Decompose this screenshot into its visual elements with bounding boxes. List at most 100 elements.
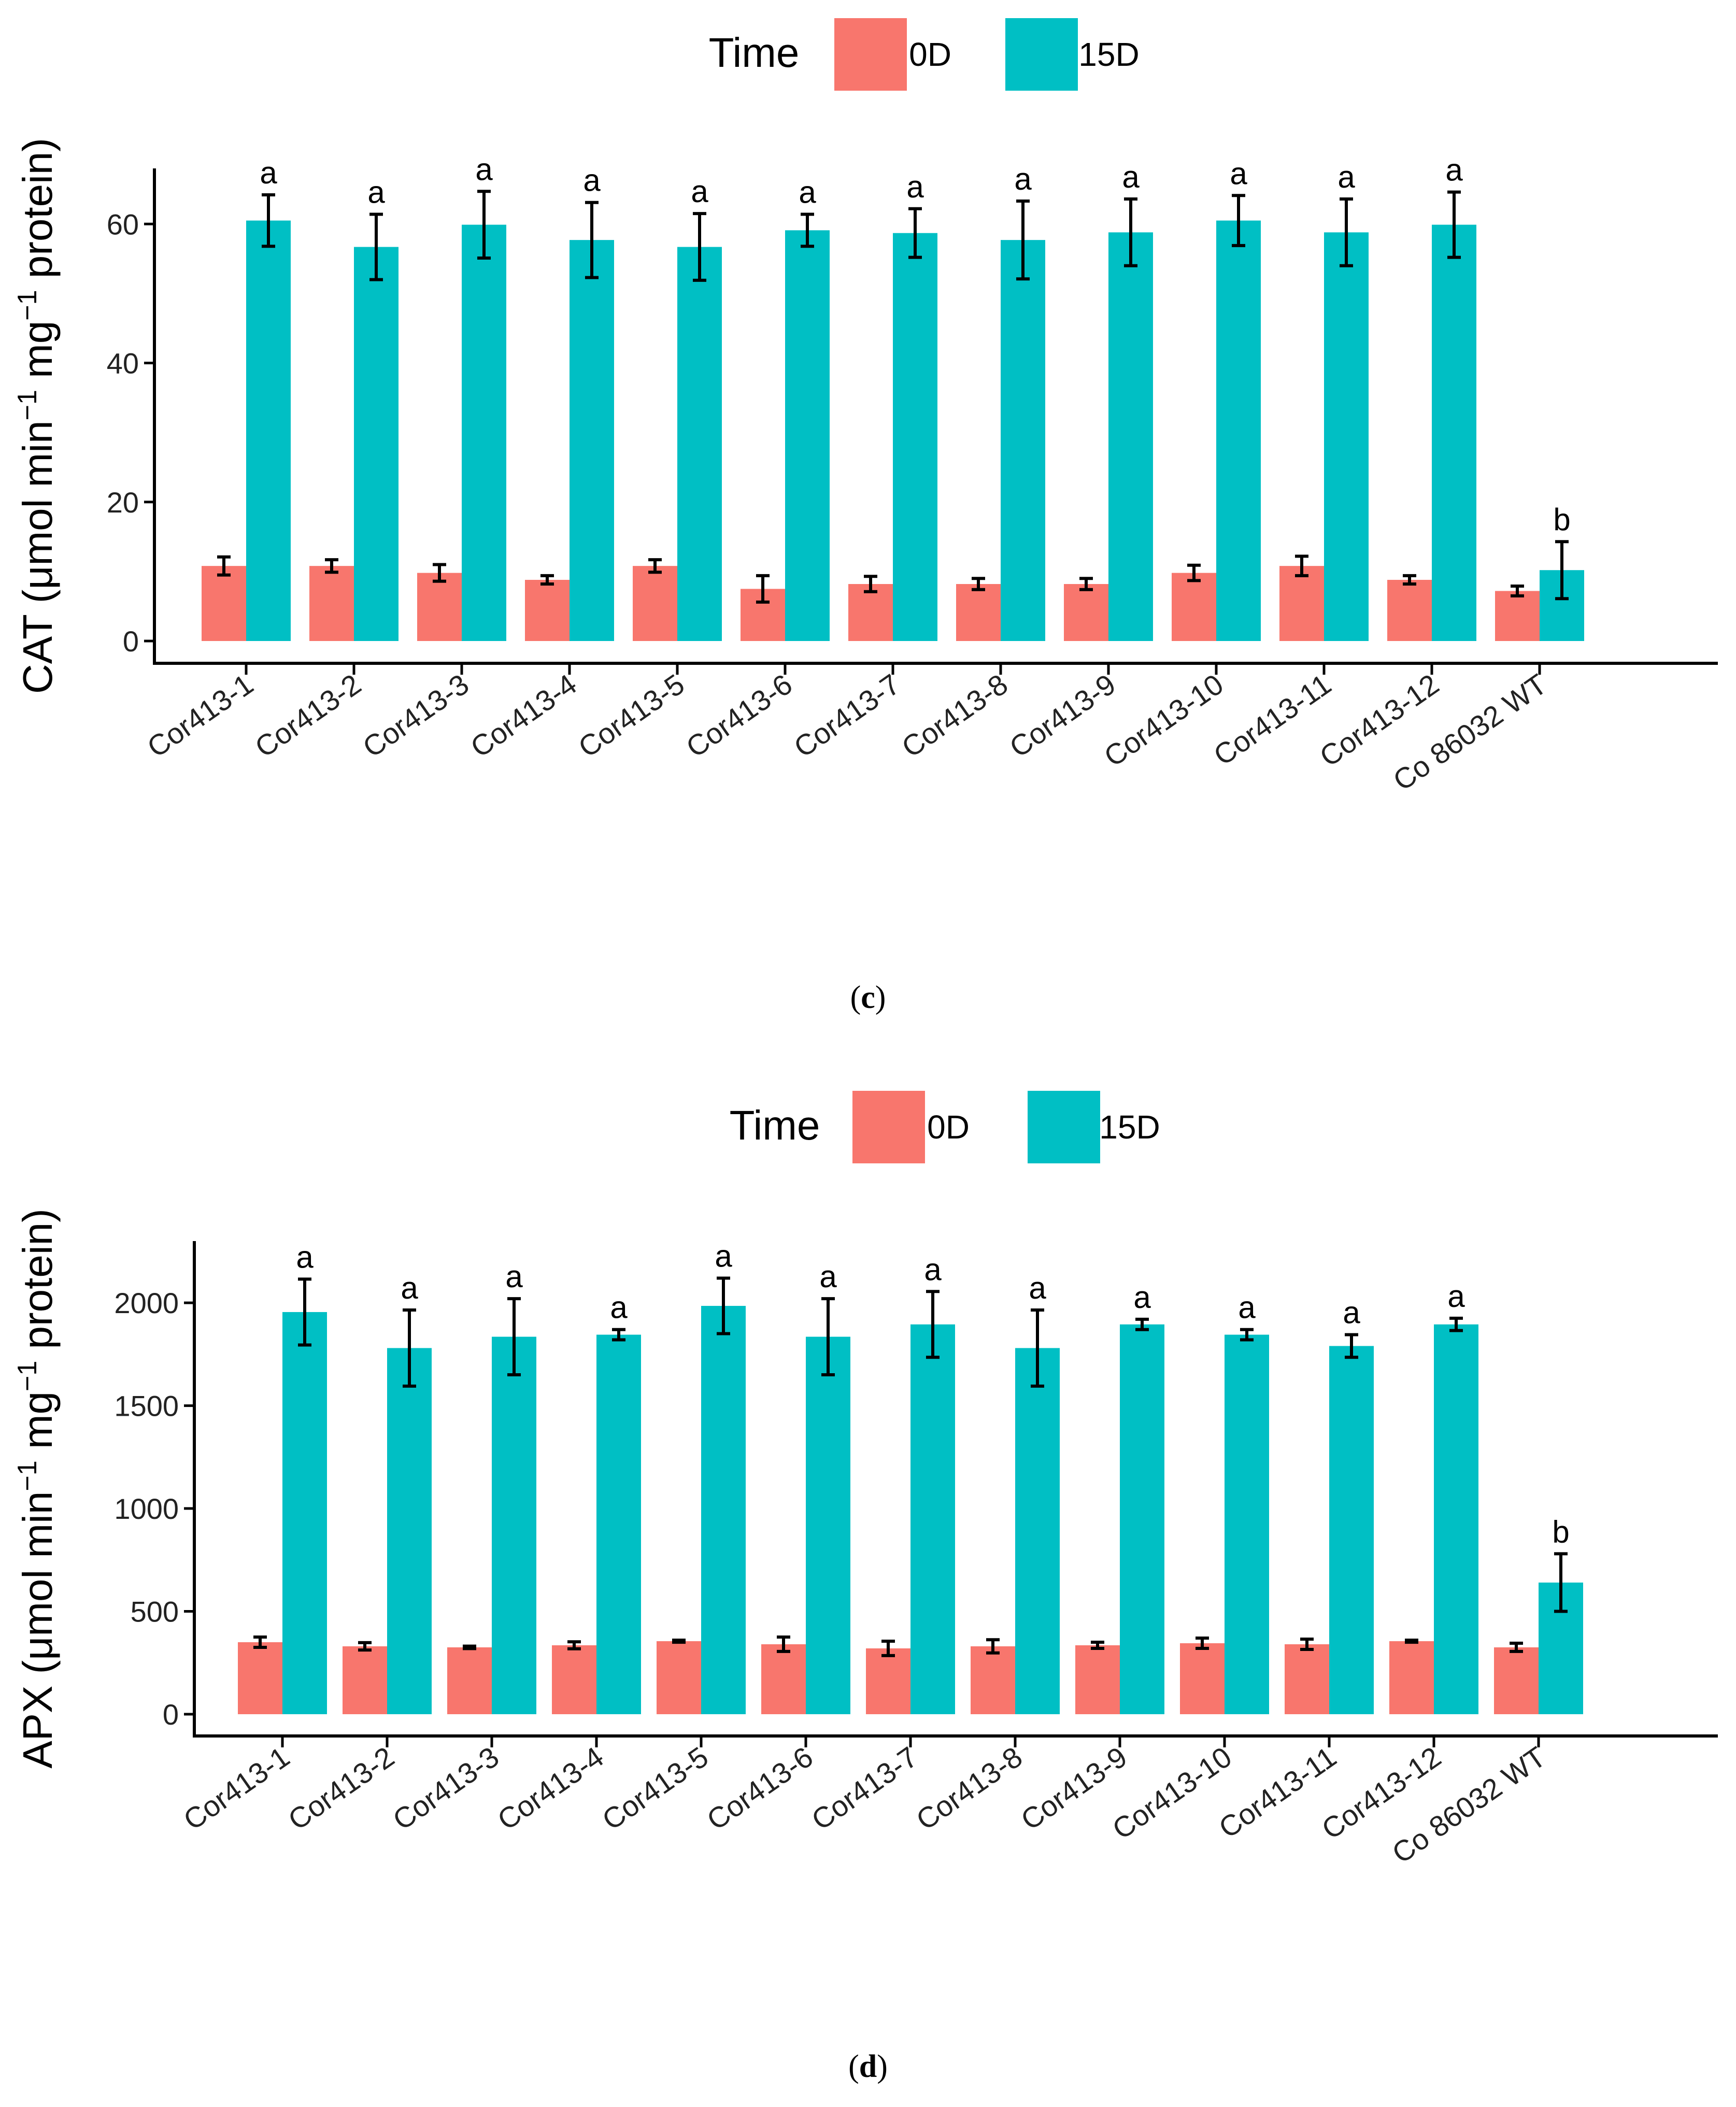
x-tick-label: Cor413-10: [1098, 667, 1229, 773]
bar-0d: [202, 566, 246, 641]
significance-letter: a: [1133, 1280, 1151, 1315]
y-axis-label: CAT (μmol min−1 mg−1 protein): [12, 138, 61, 694]
significance-letter: a: [1122, 160, 1140, 194]
legend-key-0d: [834, 18, 907, 91]
bar-0d: [417, 573, 462, 641]
significance-letter: a: [691, 174, 708, 209]
x-tick-label: Cor413-5: [573, 667, 690, 764]
x-tick-label: Cor413-2: [282, 1740, 400, 1836]
legend-key-15d: [1005, 18, 1078, 91]
bar-15d: [1120, 1324, 1164, 1714]
significance-letter: a: [505, 1259, 523, 1294]
bar-0d: [238, 1642, 282, 1714]
y-tick-label: 1000: [114, 1492, 179, 1525]
y-tick-label: 60: [107, 208, 139, 240]
caption-letter: c: [861, 980, 875, 1015]
caption-paren: ): [877, 2049, 888, 2084]
significance-letter: a: [924, 1252, 942, 1287]
significance-letter: a: [583, 163, 601, 198]
bar-0d: [1285, 1644, 1329, 1714]
bar-0d: [956, 584, 1001, 641]
significance-letter: a: [906, 169, 924, 204]
bar-0d: [1180, 1643, 1225, 1714]
y-label-part: protein): [15, 1208, 61, 1360]
bar-15d: [1432, 224, 1476, 642]
y-axis-label: APX (μmol min−1 mg−1 protein): [12, 1208, 61, 1769]
bar-15d: [462, 224, 506, 642]
significance-letter: a: [1343, 1295, 1360, 1330]
bar-15d: [1216, 220, 1261, 641]
y-label-superscript: −1: [12, 290, 42, 320]
significance-letter: a: [1029, 1271, 1046, 1305]
x-tick-label: Cor413-5: [596, 1740, 714, 1836]
x-tick-label: Cor413-7: [806, 1740, 923, 1836]
y-tick-label: 1500: [114, 1390, 179, 1422]
y-tick-label: 500: [131, 1596, 179, 1628]
caption-letter: d: [859, 2049, 877, 2084]
x-tick-label: Cor413-6: [701, 1740, 819, 1836]
category-group: a Cor413-1: [178, 1240, 327, 1836]
y-tick-label: 40: [107, 347, 139, 380]
legend-label-0d: 0D: [909, 36, 951, 73]
bar-15d: [282, 1312, 327, 1714]
x-tick-label: Cor413-3: [357, 667, 475, 764]
bar-0d: [552, 1645, 596, 1714]
category-group: bCo 86032 WT: [1387, 502, 1584, 797]
x-tick-label: Cor413-10: [1106, 1740, 1237, 1845]
significance-letter: a: [1447, 1279, 1465, 1314]
x-tick-label: Cor413-8: [896, 667, 1014, 764]
legend: Time 0D 15D: [709, 18, 1140, 91]
caption-paren: (: [850, 980, 861, 1015]
category-group: a Cor413-1: [141, 155, 291, 764]
bar-15d: [1434, 1324, 1478, 1714]
y-tick-label: 0: [123, 625, 139, 658]
significance-letter: b: [1553, 502, 1570, 537]
bar-0d: [1279, 566, 1324, 641]
significance-letter: b: [1552, 1514, 1569, 1549]
y-label-part: mg: [15, 1391, 61, 1460]
significance-letter: a: [1445, 153, 1463, 188]
bar-15d: [354, 247, 399, 641]
chart-panel-d: Time 0D 15D 0 500 1000 1500 2000 APX (μmol min−1…: [12, 1091, 1718, 2084]
x-tick-label: Cor413-1: [141, 667, 259, 764]
x-tick-label: Cor413-1: [178, 1740, 295, 1836]
significance-letter: a: [296, 1240, 314, 1274]
y-tick-label: 0: [163, 1698, 179, 1731]
significance-letter: a: [715, 1238, 732, 1273]
bar-15d: [910, 1324, 955, 1714]
panel-caption: (c): [850, 980, 886, 1015]
significance-letter: a: [819, 1259, 837, 1294]
bar-0d: [1075, 1645, 1120, 1714]
significance-letter: a: [1238, 1290, 1256, 1325]
bar-0d: [866, 1648, 910, 1714]
x-tick-label: Cor413-6: [680, 667, 798, 764]
bar-0d: [848, 584, 893, 641]
bar-15d: [1324, 232, 1369, 641]
legend: Time 0D 15D: [730, 1091, 1160, 1163]
y-label-superscript: −1: [12, 390, 42, 420]
bar-0d: [1389, 1641, 1434, 1714]
x-tick-label: Cor413-11: [1207, 667, 1336, 772]
y-tick-label: 20: [107, 486, 139, 519]
bar-0d: [761, 1644, 806, 1714]
bar-15d: [893, 233, 937, 642]
significance-letter: a: [260, 155, 277, 190]
y-tick-label: 2000: [114, 1287, 179, 1319]
bar-15d: [806, 1336, 850, 1714]
caption-paren: (: [848, 2049, 859, 2084]
bar-0d: [343, 1646, 387, 1714]
bar-0d: [1064, 584, 1108, 641]
bar-15d: [1225, 1334, 1269, 1714]
significance-letter: a: [1337, 160, 1355, 194]
significance-letter: a: [610, 1290, 628, 1325]
bar-15d: [1001, 240, 1045, 641]
bar-15d: [1329, 1346, 1374, 1714]
y-label-superscript: −1: [12, 1361, 42, 1391]
bar-15d: [570, 240, 614, 641]
bar-0d: [309, 566, 354, 641]
bar-15d: [492, 1336, 536, 1714]
bar-15d: [701, 1306, 746, 1714]
significance-letter: a: [1230, 156, 1247, 191]
bar-0d: [1495, 591, 1540, 641]
x-tick-label: Cor413-4: [465, 667, 582, 764]
